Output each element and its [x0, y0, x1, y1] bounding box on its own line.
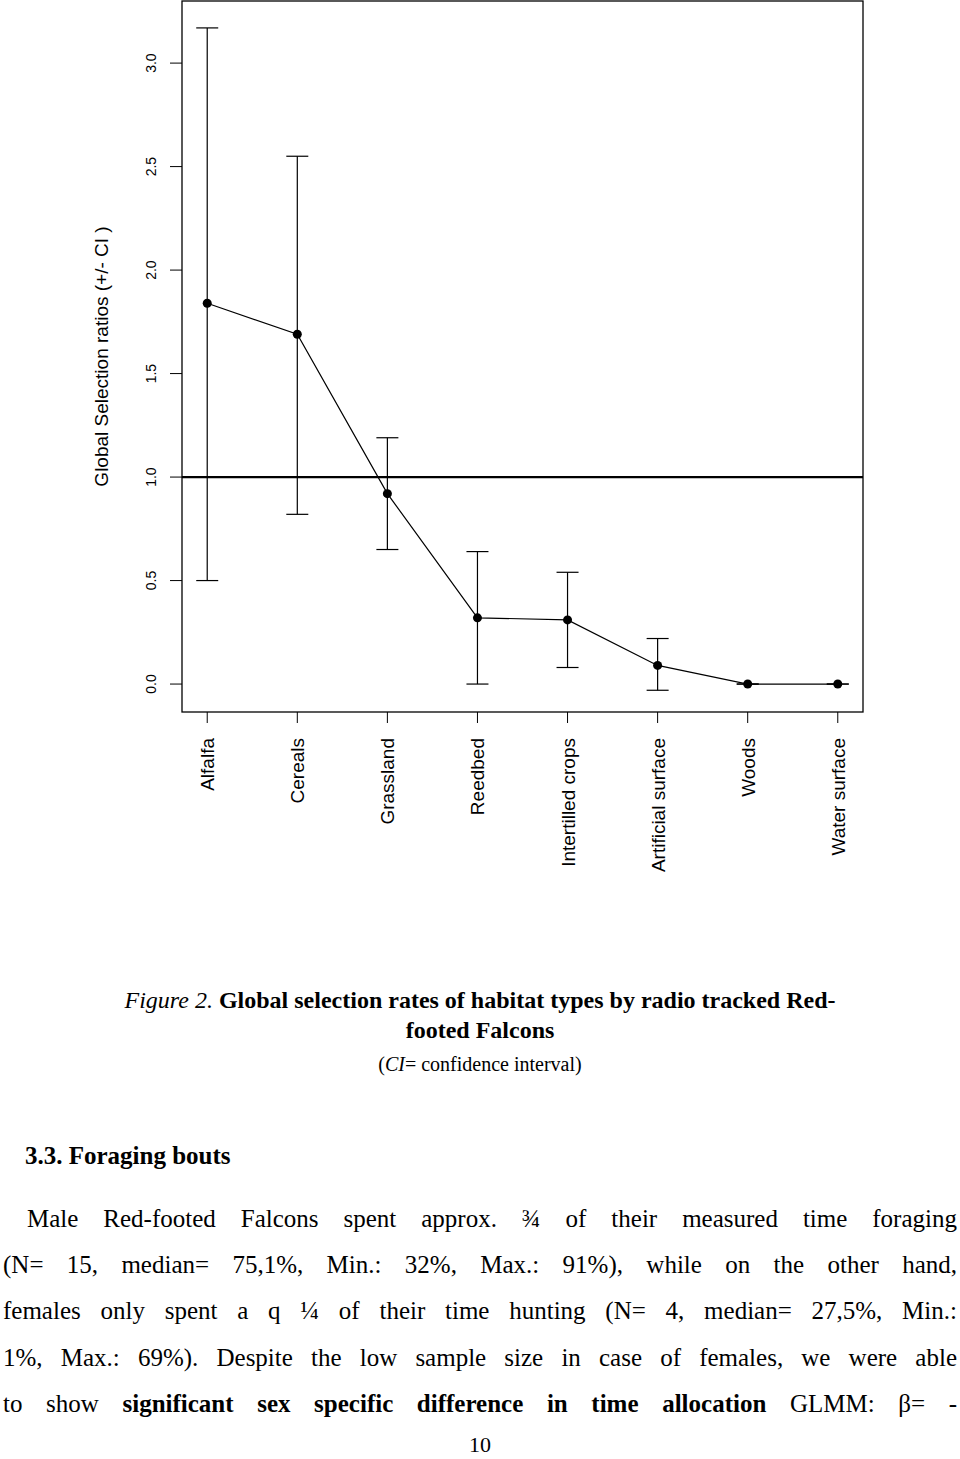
paragraph-line: 1%, Max.: 69%). Despite the low sample s… — [3, 1344, 957, 1372]
text-run: Figure 2. — [124, 987, 218, 1013]
caption-line: footed Falcons — [0, 1017, 960, 1044]
text-run: significant sex specific difference in t… — [122, 1390, 766, 1417]
y-tick — [170, 166, 182, 167]
data-point — [743, 680, 752, 689]
paragraph-line: Male Red-footed Falcons spent approx. ¾ … — [27, 1205, 957, 1233]
x-tick — [657, 712, 658, 723]
y-tick-label: 1.0 — [143, 467, 159, 487]
x-tick-label: Artificial surface — [648, 738, 669, 872]
data-point — [293, 330, 302, 339]
section-heading: 3.3. Foraging bouts — [25, 1142, 231, 1170]
y-axis-label: Global Selection ratios (+/- CI ) — [91, 226, 112, 486]
error-bar-cap — [647, 638, 669, 639]
data-point — [563, 615, 572, 624]
x-tick — [477, 712, 478, 723]
marks — [182, 28, 863, 690]
caption-line: (CI= confidence interval) — [0, 1053, 960, 1076]
plot-frame — [182, 1, 863, 712]
error-bar-cap — [376, 437, 398, 438]
y-tick — [170, 270, 182, 271]
text-run: = confidence interval) — [405, 1053, 582, 1075]
x-tick — [567, 712, 568, 723]
data-point — [473, 613, 482, 622]
y-tick-label: 2.5 — [143, 157, 159, 177]
error-bar-cap — [286, 514, 308, 515]
data-point — [653, 661, 662, 670]
text-run: ( — [378, 1053, 385, 1075]
error-bar-cap — [286, 156, 308, 157]
error-bar-cap — [466, 551, 488, 552]
error-bar-cap — [647, 690, 669, 691]
chart: 0.0 0.5 1.0 1.5 2.0 2.5 3.0 Global Selection ra… — [0, 0, 960, 900]
error-bar-cap — [557, 667, 579, 668]
y-tick-label: 2.0 — [143, 260, 159, 280]
y-tick-label: 0.0 — [143, 674, 159, 694]
x-tick — [297, 712, 298, 723]
x-tick — [837, 712, 838, 723]
y-tick — [170, 63, 182, 64]
y-tick — [170, 684, 182, 685]
data-point — [833, 680, 842, 689]
x-tick-label: Cereals — [287, 738, 308, 803]
text-run: GLMM: β= - — [766, 1390, 957, 1417]
data-point — [203, 299, 212, 308]
text-run: (N= 15, median= 75,1%, Min.: 32%, Max.: … — [3, 1251, 957, 1278]
text-run: Male Red-footed Falcons spent approx. ¾ … — [27, 1205, 957, 1232]
text-run: CI — [385, 1053, 405, 1075]
x-tick-label: Woods — [738, 738, 759, 797]
error-bar — [376, 438, 398, 550]
reference-line — [182, 476, 863, 478]
y-tick — [170, 477, 182, 478]
paragraph-line: to show significant sex specific differe… — [3, 1390, 957, 1418]
x-tick-label: Water surface — [828, 738, 849, 856]
x-tick-label: Reedbed — [467, 738, 488, 815]
x-tick-label: Intertilled crops — [558, 738, 579, 867]
error-bar-cap — [557, 572, 579, 573]
text-run: 1%, Max.: 69%). Despite the low sample s… — [3, 1344, 957, 1371]
page-number: 10 — [0, 1432, 960, 1458]
error-bar-cap — [376, 549, 398, 550]
error-bar-cap — [196, 580, 218, 581]
caption-line: Figure 2. Global selection rates of habi… — [0, 987, 960, 1014]
error-bar-cap — [196, 27, 218, 28]
x-tick — [387, 712, 388, 723]
y-tick — [170, 580, 182, 581]
y-tick-label: 3.0 — [143, 53, 159, 73]
paragraph-line: females only spent a q ¼ of their time h… — [3, 1297, 957, 1325]
x-tick-label: Grassland — [377, 738, 398, 825]
text-run: to show — [3, 1390, 122, 1417]
x-tick — [747, 712, 748, 723]
text-run: Global selection rates of habitat types … — [219, 987, 836, 1013]
y-tick-label: 1.5 — [143, 364, 159, 384]
error-bar-cap — [466, 683, 488, 684]
data-point — [383, 489, 392, 498]
error-bar — [647, 639, 669, 691]
x-tick-label: Alfalfa — [197, 738, 218, 791]
error-bar — [286, 156, 308, 514]
y-tick-label: 0.5 — [143, 571, 159, 591]
data-line — [207, 303, 838, 684]
text-run: females only spent a q ¼ of their time h… — [3, 1297, 957, 1324]
paragraph-line: (N= 15, median= 75,1%, Min.: 32%, Max.: … — [3, 1251, 957, 1279]
y-tick — [170, 373, 182, 374]
x-tick — [207, 712, 208, 723]
text-run: footed Falcons — [406, 1017, 555, 1043]
error-bar — [196, 28, 218, 581]
